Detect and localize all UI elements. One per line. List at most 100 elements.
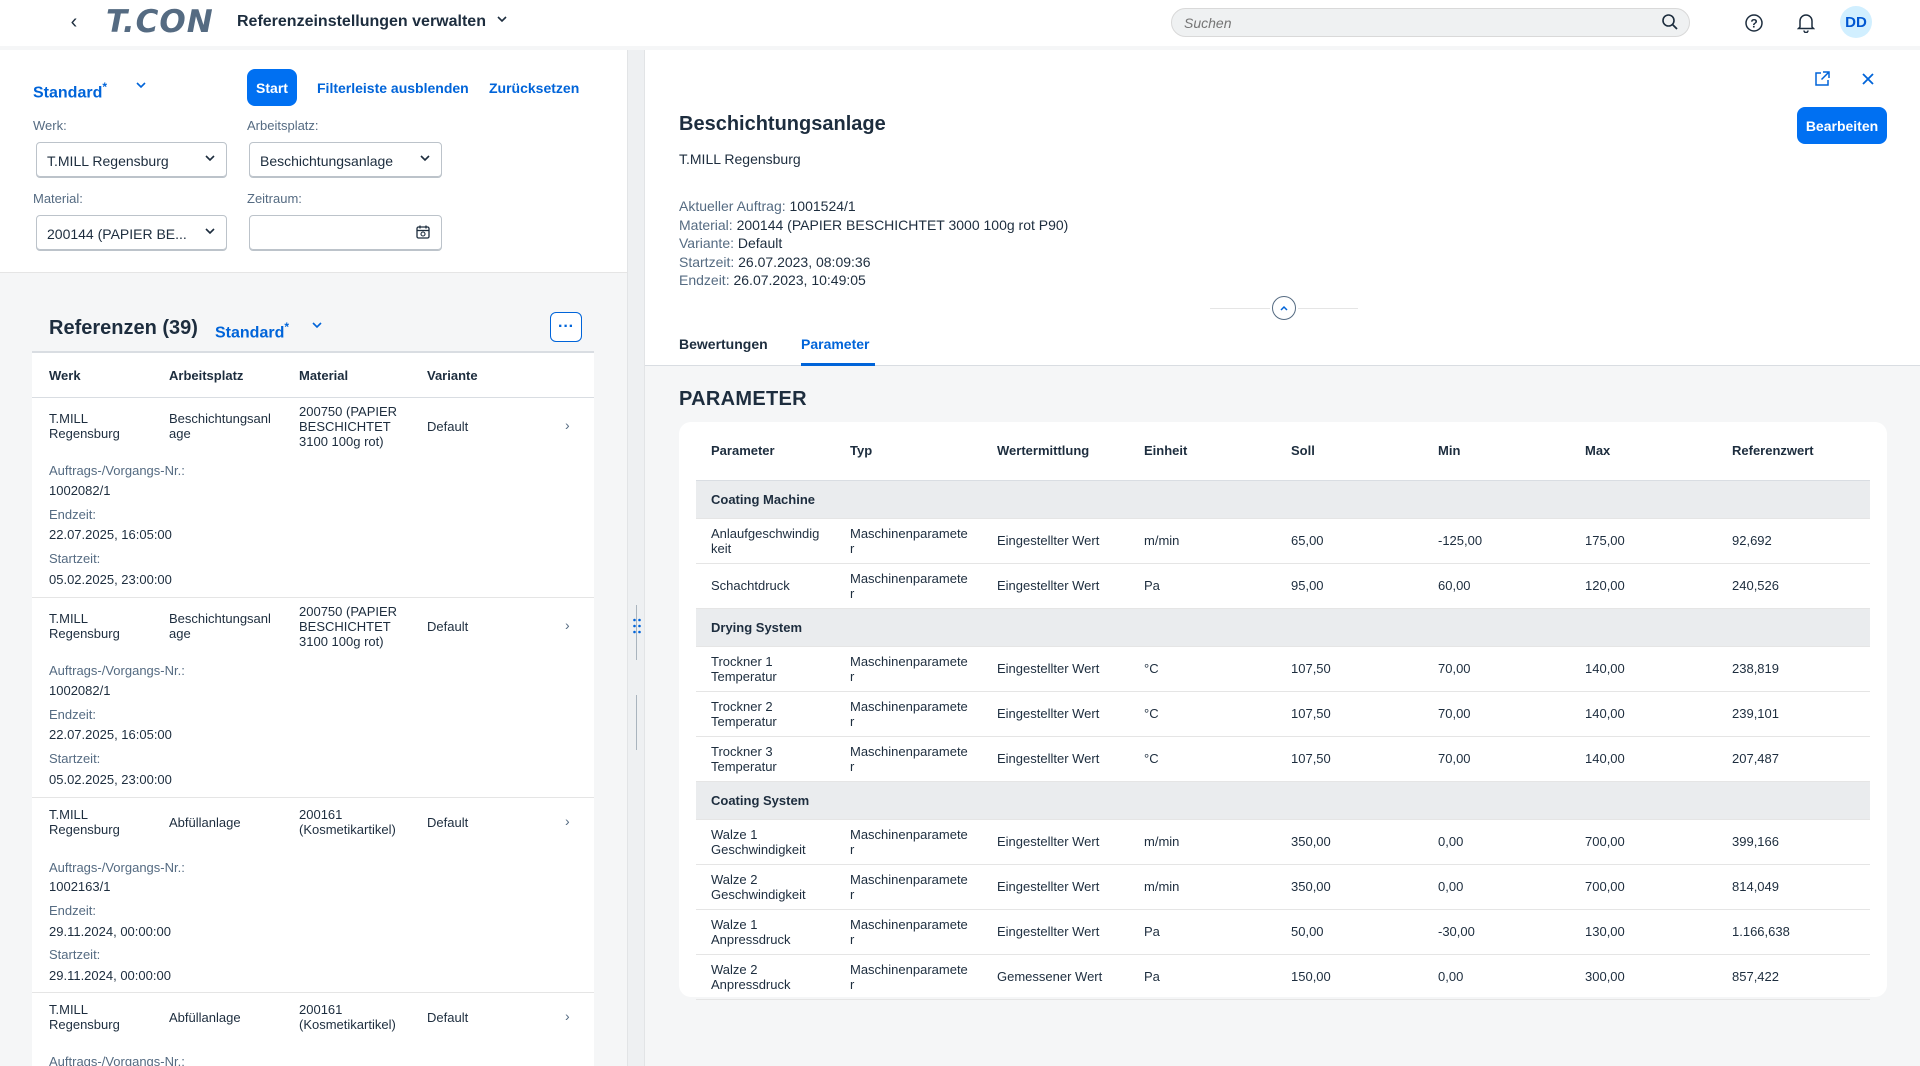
item-werk: T.MILL Regensburg xyxy=(49,411,120,441)
shell-bar: ‹ T.CON Referenzeinstellungen verwalten … xyxy=(0,0,1920,46)
item-auftrag: 1002082/1 xyxy=(49,483,111,498)
attribute-start-time: Startzeit: 26.07.2023, 08:09:36 xyxy=(679,254,870,270)
chevron-down-icon[interactable] xyxy=(135,78,147,94)
edit-button[interactable]: Bearbeiten xyxy=(1797,107,1887,144)
variant-modified-marker: * xyxy=(284,320,290,334)
cell-wertermittlung: Gemessener Wert xyxy=(982,954,1129,1000)
splitter-line xyxy=(636,695,637,750)
column-header-wertermittlung[interactable]: Wertermittlung xyxy=(982,422,1129,481)
cell-parameter: Trockner 2 Temperatur xyxy=(696,691,835,737)
cell-soll: 95,00 xyxy=(1276,563,1423,609)
cell-max: 700,00 xyxy=(1570,819,1717,865)
item-startzeit: 29.11.2024, 00:00:00 xyxy=(49,968,171,983)
list-item[interactable]: T.MILL Regensburg Beschichtungsanl age 2… xyxy=(32,398,594,598)
item-endzeit-label: Endzeit: xyxy=(49,507,96,522)
group-header: Coating Machine xyxy=(696,480,1870,519)
table-row[interactable]: Anlaufgeschwindig keit Maschinenparamete … xyxy=(696,518,1870,564)
references-variant-selector[interactable]: Standard* xyxy=(215,320,289,342)
cell-min: 70,00 xyxy=(1423,736,1570,782)
more-options-button[interactable]: ··· xyxy=(550,312,582,342)
column-header-parameter[interactable]: Parameter xyxy=(696,422,835,481)
notification-bell-icon[interactable] xyxy=(1794,11,1818,35)
table-row[interactable]: Trockner 1 Temperatur Maschinenparamete r… xyxy=(696,646,1870,692)
table-row[interactable]: Trockner 3 Temperatur Maschinenparamete r… xyxy=(696,736,1870,782)
item-arbeitsplatz: Abfüllanlage xyxy=(169,815,241,830)
list-item[interactable]: T.MILL Regensburg Abfüllanlage 200161 (K… xyxy=(32,993,594,1066)
column-header-max[interactable]: Max xyxy=(1570,422,1717,481)
cell-einheit: °C xyxy=(1129,646,1276,692)
search-icon[interactable] xyxy=(1661,13,1679,34)
attribute-value: 26.07.2023, 08:09:36 xyxy=(738,254,871,270)
group-header: Coating System xyxy=(696,781,1870,820)
collapse-header-button[interactable] xyxy=(1272,296,1296,320)
attribute-value: Default xyxy=(737,235,783,251)
calendar-icon[interactable] xyxy=(415,224,431,243)
zeitraum-input[interactable] xyxy=(249,215,442,251)
werk-select[interactable]: T.MILL Regensburg xyxy=(36,142,227,178)
open-in-new-window-icon[interactable] xyxy=(1811,68,1833,90)
item-material: 200750 (PAPIER BESCHICHTET 3100 100g rot… xyxy=(299,604,398,649)
section-title: PARAMETER xyxy=(679,388,807,410)
arbeitsplatz-select[interactable]: Beschichtungsanlage xyxy=(249,142,442,178)
attribute-label: Endzeit: xyxy=(679,272,730,288)
object-subtitle: T.MILL Regensburg xyxy=(679,151,801,167)
attribute-label: Startzeit: xyxy=(679,254,735,270)
tab-parameter[interactable]: Parameter xyxy=(801,336,870,352)
group-row: Coating System xyxy=(696,781,1870,820)
column-header-werk[interactable]: Werk xyxy=(49,368,81,383)
cell-wertermittlung: Eingestellter Wert xyxy=(982,736,1129,782)
item-variante: Default xyxy=(427,815,469,830)
close-icon[interactable] xyxy=(1857,68,1879,90)
cell-referenzwert: 239,101 xyxy=(1717,691,1870,737)
navigation-arrow-icon[interactable]: › xyxy=(565,1008,570,1024)
list-item[interactable]: T.MILL Regensburg Beschichtungsanl age 2… xyxy=(32,598,594,798)
help-icon[interactable]: ? xyxy=(1742,11,1766,35)
chevron-down-icon[interactable] xyxy=(311,318,323,334)
attribute-current-order: Aktueller Auftrag: 1001524/1 xyxy=(679,198,856,214)
navigation-arrow-icon[interactable]: › xyxy=(565,417,570,433)
material-label: Material: xyxy=(33,191,83,206)
cell-referenzwert: 207,487 xyxy=(1717,736,1870,782)
material-select[interactable]: 200144 (PAPIER BE... xyxy=(36,215,227,251)
search-input[interactable] xyxy=(1184,13,1644,33)
layout-splitter[interactable] xyxy=(627,50,645,1066)
column-header-material[interactable]: Material xyxy=(299,368,349,383)
chevron-down-icon[interactable] xyxy=(496,12,508,28)
column-header-arbeitsplatz[interactable]: Arbeitsplatz xyxy=(169,368,244,383)
attribute-label: Aktueller Auftrag: xyxy=(679,198,786,214)
attribute-value: 1001524/1 xyxy=(789,198,856,214)
table-row[interactable]: Trockner 2 Temperatur Maschinenparamete r… xyxy=(696,691,1870,737)
column-header-soll[interactable]: Soll xyxy=(1276,422,1423,481)
cell-parameter: Walze 2 Anpressdruck xyxy=(696,954,835,1000)
reset-link[interactable]: Zurücksetzen xyxy=(489,80,580,96)
hide-filterbar-link[interactable]: Filterleiste ausblenden xyxy=(317,80,469,96)
column-header-referenzwert[interactable]: Referenzwert xyxy=(1717,422,1870,481)
cell-einheit: m/min xyxy=(1129,518,1276,564)
app-title[interactable]: Referenzeinstellungen verwalten xyxy=(237,13,486,30)
back-icon[interactable]: ‹ xyxy=(70,11,78,33)
drag-handle-icon[interactable] xyxy=(632,617,642,638)
tab-bewertungen[interactable]: Bewertungen xyxy=(679,336,768,352)
zeitraum-label: Zeitraum: xyxy=(247,191,302,206)
parameter-card: Parameter Typ Wertermittlung Einheit Sol… xyxy=(679,422,1887,1000)
app-logo[interactable]: T.CON xyxy=(106,4,214,40)
column-header-variante[interactable]: Variante xyxy=(427,368,478,383)
table-row[interactable]: Walze 1 Geschwindigkeit Maschinenparamete… xyxy=(696,819,1870,865)
table-row[interactable]: Walze 2 Geschwindigkeit Maschinenparamete… xyxy=(696,864,1870,910)
start-button[interactable]: Start xyxy=(247,69,297,106)
column-header-min[interactable]: Min xyxy=(1423,422,1570,481)
search-field[interactable] xyxy=(1171,8,1690,37)
variant-selector[interactable]: Standard* xyxy=(33,80,107,102)
table-row[interactable]: Schachtdruck Maschinenparamete r Eingestel… xyxy=(696,563,1870,609)
cell-parameter: Walze 1 Geschwindigkeit xyxy=(696,819,835,865)
item-endzeit-label: Endzeit: xyxy=(49,707,96,722)
navigation-arrow-icon[interactable]: › xyxy=(565,813,570,829)
list-item[interactable]: T.MILL Regensburg Abfüllanlage 200161 (K… xyxy=(32,798,594,993)
avatar[interactable]: DD xyxy=(1840,6,1872,38)
cell-min: 0,00 xyxy=(1423,954,1570,1000)
column-header-typ[interactable]: Typ xyxy=(835,422,982,481)
column-header-einheit[interactable]: Einheit xyxy=(1129,422,1276,481)
navigation-arrow-icon[interactable]: › xyxy=(565,617,570,633)
